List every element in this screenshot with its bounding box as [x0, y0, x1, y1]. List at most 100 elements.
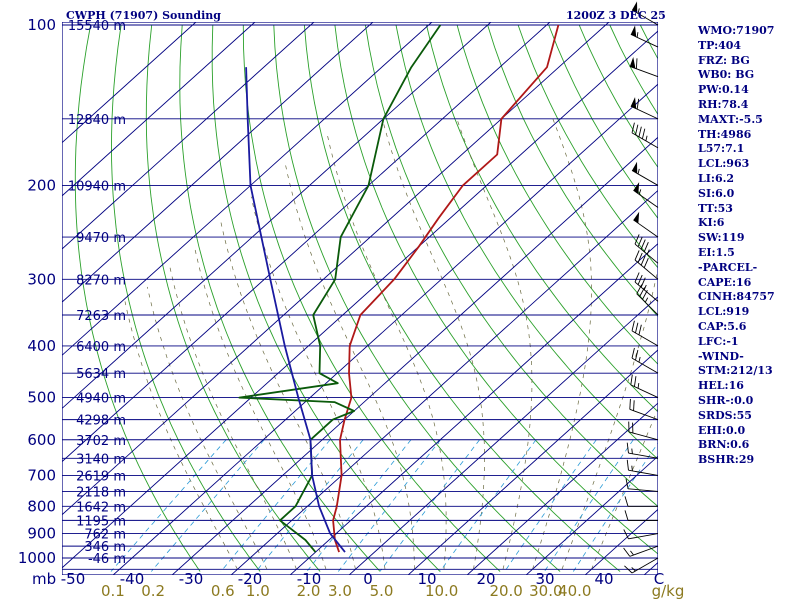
index-item: BRN:0.6: [698, 438, 750, 452]
wind-barb-flag: [634, 234, 640, 245]
wind-barb-staff: [631, 357, 659, 374]
wind-barb-staff: [633, 219, 659, 238]
height-label: 9470 m: [76, 231, 126, 246]
isotherm: [466, 402, 658, 575]
wind-barb: [628, 421, 659, 441]
height-label: 10940 m: [68, 179, 126, 194]
wind-barb: [629, 56, 659, 78]
wind-barb-flag: [637, 274, 643, 285]
wind-barb: [634, 250, 659, 280]
index-item: RH:78.4: [698, 97, 749, 111]
wind-barb-flag: [642, 290, 648, 300]
plot-frame: [62, 22, 658, 575]
temperature-tick-label: -20: [238, 570, 263, 588]
mixing-ratio-label: 1.0: [246, 582, 270, 600]
chart-title: CWPH (71907) Sounding: [66, 9, 221, 22]
moist-adiabat: [284, 161, 415, 570]
wind-barb: [631, 1, 659, 26]
height-label: 4298 m: [76, 414, 126, 429]
mixing-ratio-label: 30.0: [529, 582, 562, 600]
index-item: WB0: BG: [698, 68, 755, 82]
mixing-ratio-line: [337, 439, 441, 572]
temperature-tick-label: -40: [120, 570, 145, 588]
wind-barb-flag: [643, 257, 649, 268]
index-item: CAP:5.6: [698, 319, 747, 333]
wind-barb: [631, 161, 659, 186]
wind-barb: [626, 442, 659, 459]
index-item: CAPE:16: [698, 275, 752, 289]
height-label: 12840 m: [68, 113, 126, 128]
height-label: 2619 m: [76, 469, 126, 484]
mixing-ratio-line: [544, 439, 634, 572]
mixing-ratio-label: 5.0: [370, 582, 394, 600]
temperature-tick-label: 0: [363, 570, 373, 588]
wind-barb-staff: [628, 431, 659, 441]
wind-barb-flag: [640, 255, 646, 266]
pressure-tick-label: 100: [27, 16, 56, 34]
height-label: 1642 m: [76, 500, 126, 515]
wind-barb-pennant: [632, 1, 638, 13]
pressure-tick-label: 800: [27, 497, 56, 515]
pressure-tick-label: 700: [27, 466, 56, 484]
index-item: LI:6.2: [698, 171, 735, 185]
wind-barb-flag: [641, 128, 646, 139]
mixing-ratio-label: 0.6: [211, 582, 235, 600]
wind-barb: [631, 320, 659, 347]
dry-adiabat: [334, 24, 658, 555]
moist-adiabat: [456, 118, 533, 570]
wind-barb-flag: [633, 376, 637, 387]
isotherm: [62, 22, 433, 356]
wind-barb: [630, 25, 659, 48]
wind-barb: [626, 459, 659, 476]
mixing-ratio-unit-label: g/kg: [652, 582, 685, 600]
index-item: EHI:0.0: [698, 423, 746, 437]
wind-barb-flag: [636, 284, 643, 294]
wind-barb: [631, 347, 659, 374]
height-label: 7263 m: [76, 309, 126, 324]
wind-barb-flag: [639, 287, 645, 297]
mixing-ratio-line: [439, 439, 537, 572]
index-item: LCL:919: [698, 305, 750, 319]
wind-barb-pennant: [630, 25, 637, 37]
mixing-ratio-line: [150, 439, 265, 572]
wind-barb-staff: [636, 293, 659, 316]
pressure-tick-label: 1000: [18, 549, 56, 567]
pressure-unit-label: mb: [32, 570, 56, 588]
index-item: MAXT:-5.5: [698, 112, 763, 126]
dewpoint-line: [238, 24, 442, 553]
wind-barb: [630, 374, 659, 398]
dry-adiabat: [145, 24, 321, 572]
wind-barb-staff: [629, 408, 659, 421]
temperature-tick-label: 10: [417, 570, 436, 588]
wind-barb-flag: [631, 347, 635, 359]
mixing-ratio-line: [572, 442, 658, 572]
wind-barb: [623, 545, 659, 557]
wind-barb-flag: [631, 320, 635, 332]
wind-barb-staff: [633, 189, 659, 208]
wind-barb: [624, 496, 658, 507]
isotherm: [230, 189, 658, 575]
wind-barb-half-flag: [631, 567, 636, 572]
pressure-tick-label: 500: [27, 389, 56, 407]
wind-barb-half-flag: [646, 249, 650, 255]
index-item: WMO:71907: [698, 24, 775, 37]
index-item: -PARCEL-: [698, 260, 758, 274]
pressure-tick-label: 600: [27, 431, 56, 449]
dry-adiabat: [179, 24, 381, 572]
index-item: LCL:963: [698, 157, 750, 171]
wind-barb-staff: [634, 259, 659, 280]
dry-adiabat: [487, 24, 658, 318]
dry-adiabat: [111, 24, 261, 572]
index-item: -WIND-: [698, 349, 744, 363]
index-item: TH:4986: [698, 127, 752, 141]
wind-barb-flag: [629, 398, 631, 410]
wind-barb: [623, 529, 659, 540]
isotherm: [407, 349, 658, 575]
wind-barb-staff: [630, 384, 659, 398]
mixing-ratio-label: 10.0: [425, 582, 458, 600]
isotherm: [112, 83, 658, 575]
pressure-tick-label: 200: [27, 176, 56, 194]
wind-barb-flag: [634, 272, 640, 283]
dry-adiabat: [426, 24, 658, 413]
temperature-tick-label: -30: [179, 570, 204, 588]
